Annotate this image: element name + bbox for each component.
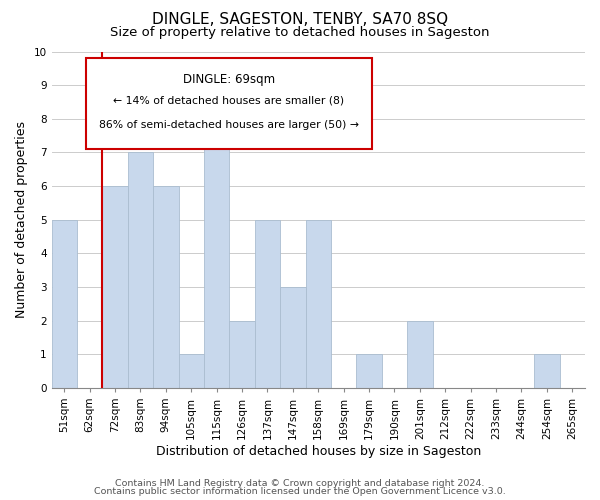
Bar (280, 287, 305, 388)
Bar (356, 354, 382, 388)
Text: Size of property relative to detached houses in Sageston: Size of property relative to detached ho… (110, 26, 490, 39)
Bar (229, 320, 255, 388)
X-axis label: Distribution of detached houses by size in Sageston: Distribution of detached houses by size … (155, 444, 481, 458)
Bar (407, 320, 433, 388)
FancyBboxPatch shape (86, 58, 371, 149)
Bar (255, 220, 280, 388)
Text: DINGLE: 69sqm: DINGLE: 69sqm (183, 74, 275, 86)
Text: Contains public sector information licensed under the Open Government Licence v3: Contains public sector information licen… (94, 487, 506, 496)
Bar (52, 220, 77, 388)
Bar (305, 220, 331, 388)
Y-axis label: Number of detached properties: Number of detached properties (15, 121, 28, 318)
Text: 86% of semi-detached houses are larger (50) →: 86% of semi-detached houses are larger (… (99, 120, 359, 130)
Text: Contains HM Land Registry data © Crown copyright and database right 2024.: Contains HM Land Registry data © Crown c… (115, 478, 485, 488)
Bar (153, 186, 179, 388)
Text: ← 14% of detached houses are smaller (8): ← 14% of detached houses are smaller (8) (113, 95, 344, 105)
Bar (103, 186, 128, 388)
Text: DINGLE, SAGESTON, TENBY, SA70 8SQ: DINGLE, SAGESTON, TENBY, SA70 8SQ (152, 12, 448, 28)
Bar (179, 354, 204, 388)
Bar (204, 119, 229, 388)
Bar (534, 354, 560, 388)
Bar (128, 152, 153, 388)
